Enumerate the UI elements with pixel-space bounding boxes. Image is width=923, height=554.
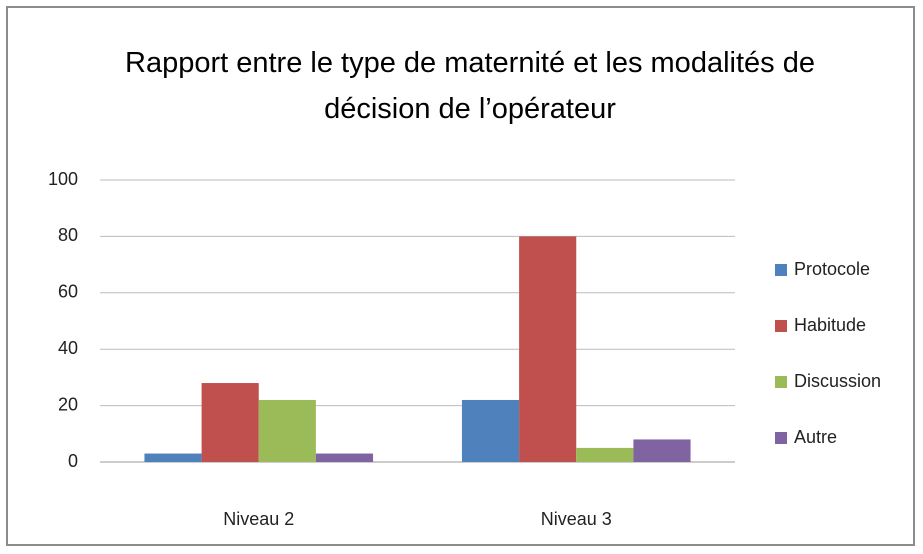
legend-swatch <box>775 376 787 388</box>
y-tick-label: 100 <box>48 169 78 189</box>
x-tick-label: Niveau 3 <box>541 509 612 529</box>
bar <box>258 399 316 462</box>
y-tick-label: 60 <box>58 282 78 302</box>
legend-label: Protocole <box>794 259 870 279</box>
y-tick-label: 20 <box>58 394 78 414</box>
y-tick-label: 40 <box>58 338 78 358</box>
bar <box>576 447 634 462</box>
bar <box>315 453 374 462</box>
legend-label: Discussion <box>794 371 881 391</box>
legend-label: Autre <box>794 427 837 447</box>
y-tick-label: 0 <box>68 451 78 471</box>
bar <box>201 383 259 462</box>
x-tick-label: Niveau 2 <box>223 509 294 529</box>
legend-swatch <box>775 432 787 444</box>
bar <box>144 453 202 462</box>
bar <box>461 399 520 462</box>
chart-title: Rapport entre le type de maternité et le… <box>125 47 815 125</box>
bar <box>519 236 577 462</box>
y-tick-label: 80 <box>58 225 78 245</box>
legend-swatch <box>775 264 787 276</box>
legend-label: Habitude <box>794 315 866 335</box>
bar <box>633 439 691 462</box>
legend-swatch <box>775 320 787 332</box>
chart-frame <box>6 6 915 546</box>
